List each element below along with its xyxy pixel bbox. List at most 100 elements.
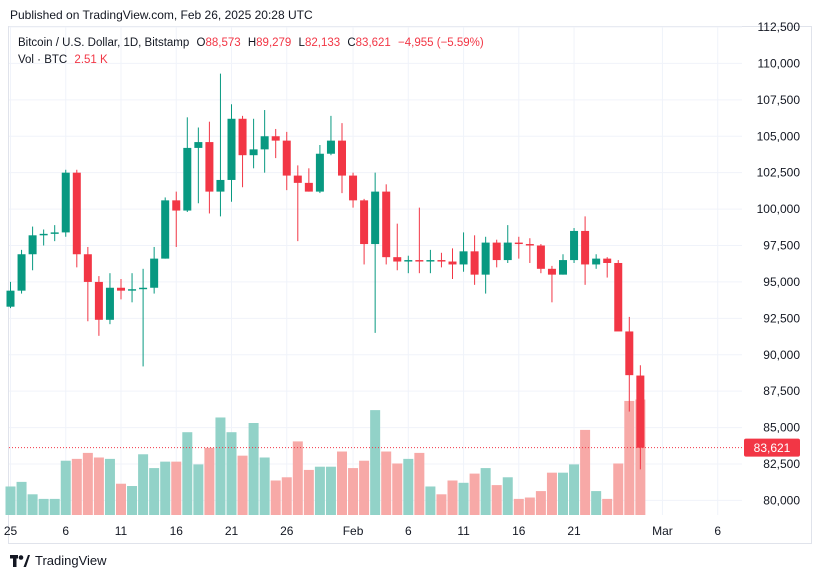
volume-bar — [491, 485, 502, 515]
volume-bar — [469, 473, 480, 515]
candle-body — [492, 242, 501, 261]
candle-body — [161, 200, 170, 259]
candle-body — [17, 254, 26, 291]
candle-body — [194, 142, 203, 148]
volume-bar — [93, 457, 104, 515]
candle-body — [448, 261, 457, 265]
last-price-label: 83,621 — [754, 441, 791, 455]
y-tick-label: 92,500 — [763, 311, 800, 325]
candle-body — [260, 136, 269, 150]
x-tick-label: 16 — [512, 524, 526, 538]
y-tick-label: 97,500 — [763, 239, 800, 253]
volume-bar — [27, 494, 38, 515]
x-tick-label: 6 — [405, 524, 412, 538]
candle-body — [481, 242, 490, 275]
high-label: H — [247, 37, 257, 49]
volume-bar — [447, 480, 458, 515]
candle-body — [382, 191, 391, 258]
candle-body — [503, 242, 512, 261]
x-tick-label: 11 — [115, 524, 128, 538]
candle-body — [238, 118, 247, 156]
candle-body — [349, 175, 358, 201]
close-label: C — [347, 37, 356, 49]
volume-bar — [535, 491, 546, 515]
volume-bar — [613, 463, 624, 515]
candle-body — [128, 289, 137, 291]
volume-bar — [403, 458, 414, 515]
y-tick-label: 85,000 — [763, 421, 800, 435]
x-tick-label: 16 — [170, 524, 184, 538]
candle-body — [6, 290, 15, 307]
volume-label: Vol · BTC — [18, 54, 68, 66]
tradingview-brand[interactable]: TradingView — [10, 553, 107, 568]
candle-body — [570, 230, 579, 261]
candle-body — [592, 258, 601, 265]
volume-bar — [5, 486, 16, 515]
candle-body — [393, 257, 402, 262]
volume-bar — [160, 461, 171, 515]
x-tick-label: 25 — [4, 524, 18, 538]
candle-body — [603, 258, 612, 263]
candle-body — [437, 260, 446, 262]
high-value: 89,279 — [256, 37, 292, 49]
volume-bar — [127, 486, 138, 515]
candle-body — [559, 260, 567, 275]
volume-bar — [602, 498, 613, 515]
volume-bar — [359, 460, 370, 515]
volume-value: 2.51 K — [74, 54, 108, 66]
candle-body — [139, 287, 148, 290]
candle-body — [205, 142, 214, 192]
candle-body — [415, 260, 424, 262]
volume-bar — [381, 451, 392, 515]
candle-body — [61, 172, 70, 233]
y-tick-label: 102,500 — [757, 166, 801, 180]
y-tick-label: 100,000 — [757, 202, 801, 216]
volume-bar — [425, 486, 436, 515]
volume-bar — [248, 423, 259, 515]
volume-bar — [49, 498, 60, 515]
volume-bar — [237, 455, 248, 515]
change-value: −4,955 (−5.59%) — [398, 37, 484, 49]
x-tick-label: 11 — [457, 524, 470, 538]
candle-body — [304, 182, 313, 192]
last-price-marker: 83,621 — [9, 438, 800, 457]
low-value: 82,133 — [304, 37, 341, 49]
x-tick-label: 6 — [62, 524, 69, 538]
open-value: 88,573 — [205, 37, 241, 49]
x-tick-label: 26 — [280, 524, 294, 538]
ohlc-line: Bitcoin / U.S. Dollar, 1D, Bitstamp O88,… — [18, 35, 484, 52]
volume-bar — [513, 498, 524, 515]
volume-bar — [546, 472, 557, 515]
volume-line: Vol · BTC 2.51 K — [18, 52, 484, 69]
candle-body — [338, 140, 346, 176]
volume-bar — [259, 457, 270, 515]
y-tick-label: 105,000 — [757, 129, 801, 143]
volume-bar — [149, 468, 160, 515]
volume-bar — [591, 491, 602, 515]
volume-bar — [348, 468, 359, 515]
x-tick-label: 6 — [714, 524, 721, 538]
y-tick-label: 107,500 — [757, 93, 801, 107]
candle-body — [581, 230, 590, 265]
chart-legend: Bitcoin / U.S. Dollar, 1D, Bitstamp O88,… — [18, 35, 484, 69]
y-tick-label: 82,500 — [763, 457, 800, 471]
low-label: L — [298, 37, 305, 49]
candle-body — [117, 287, 125, 291]
candle-body — [315, 153, 324, 192]
candle-body — [271, 136, 280, 141]
volume-bar — [171, 461, 182, 515]
volume-bar — [281, 477, 292, 515]
candle-body — [50, 232, 59, 234]
candle-body — [614, 262, 623, 332]
volume-bar — [480, 468, 491, 515]
candles — [6, 73, 645, 470]
candle-body — [216, 179, 225, 192]
volume-bar — [569, 464, 580, 515]
symbol-title: Bitcoin / U.S. Dollar, 1D, Bitstamp — [18, 37, 190, 49]
volume-bar — [458, 482, 469, 515]
brand-name: TradingView — [35, 553, 107, 568]
volume-bars — [5, 399, 646, 515]
candle-body — [426, 260, 435, 262]
candle-body — [326, 140, 335, 154]
